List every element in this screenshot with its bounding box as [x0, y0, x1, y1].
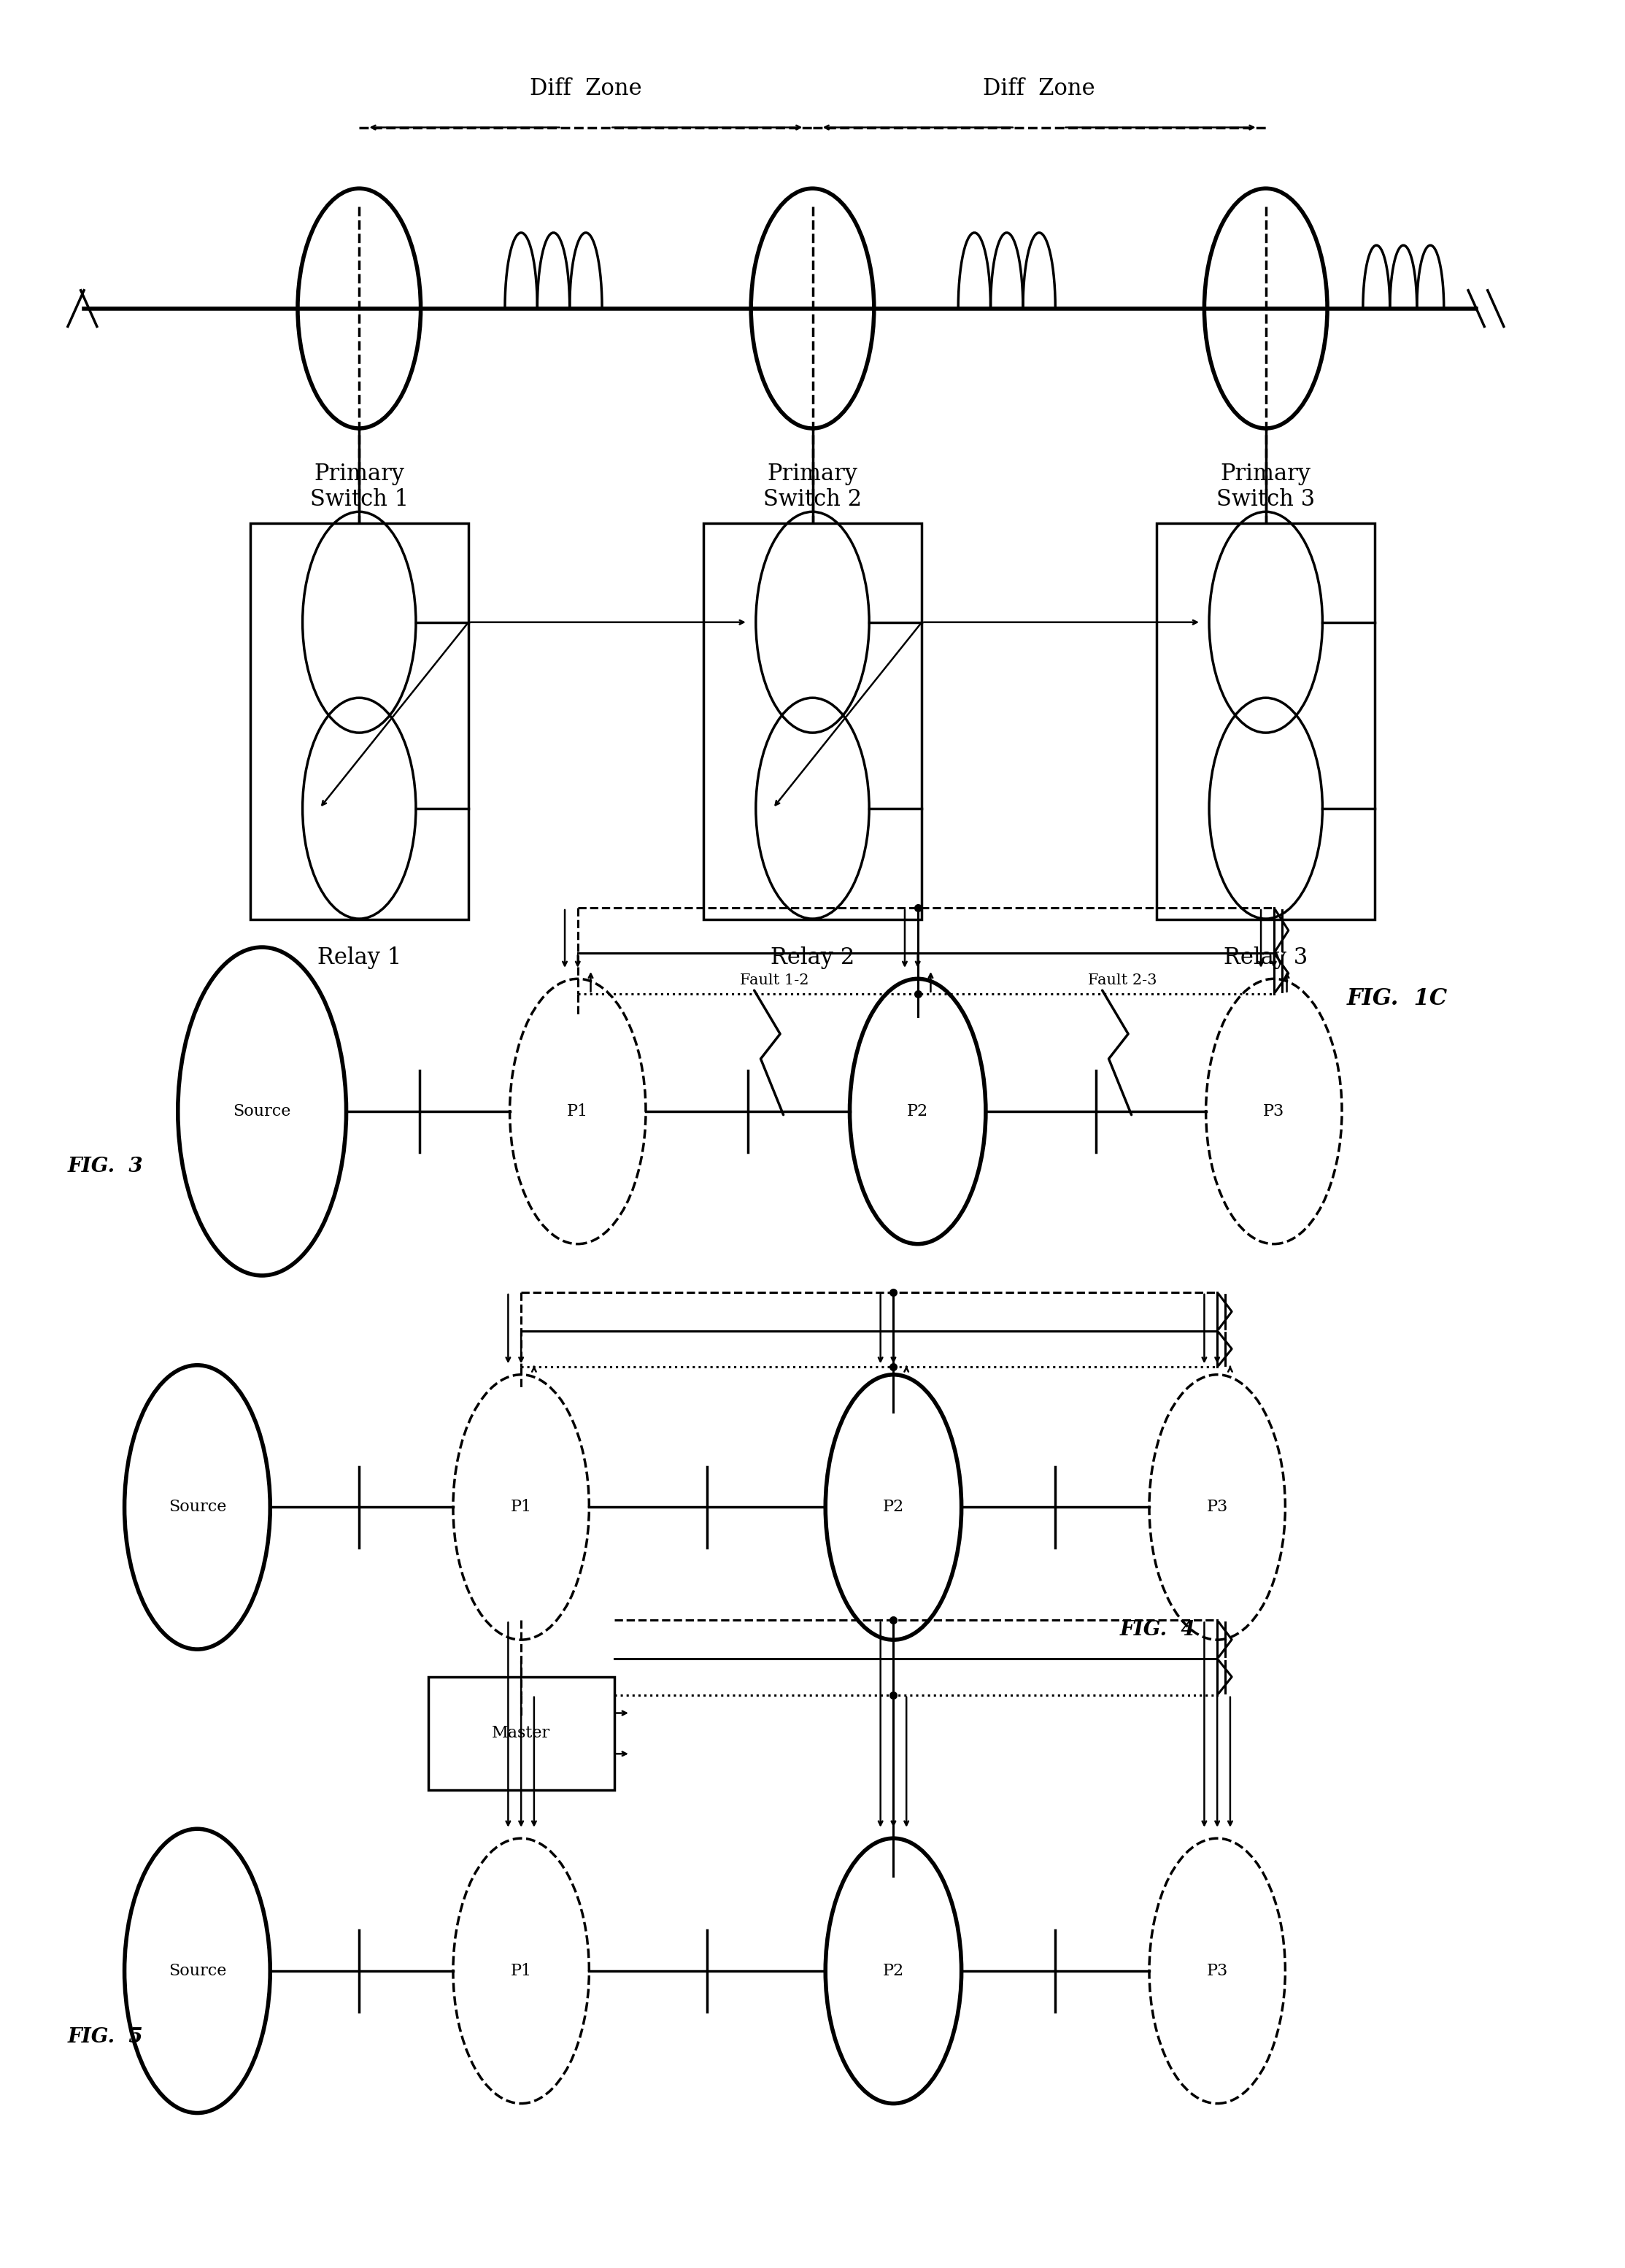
- Text: FIG.  1C: FIG. 1C: [1347, 987, 1448, 1009]
- Text: Primary
Switch 3: Primary Switch 3: [1217, 463, 1315, 510]
- Text: Primary
Switch 2: Primary Switch 2: [764, 463, 861, 510]
- Text: P1: P1: [510, 1499, 531, 1515]
- Bar: [1157, 524, 1375, 919]
- Text: Primary
Switch 1: Primary Switch 1: [310, 463, 408, 510]
- Text: FIG.  5: FIG. 5: [68, 2028, 143, 2048]
- Text: P2: P2: [882, 1499, 904, 1515]
- Text: P3: P3: [1206, 1962, 1229, 1980]
- Text: Relay 2: Relay 2: [770, 946, 855, 968]
- Text: Source: Source: [232, 1102, 291, 1120]
- Text: P2: P2: [907, 1102, 928, 1120]
- Text: P1: P1: [510, 1962, 531, 1980]
- Text: Fault 2-3: Fault 2-3: [1087, 973, 1157, 987]
- Text: Source: Source: [169, 1499, 226, 1515]
- Text: Relay 1: Relay 1: [317, 946, 401, 968]
- Text: Source: Source: [169, 1962, 226, 1980]
- Text: Diff  Zone: Diff Zone: [530, 77, 642, 100]
- Bar: [250, 524, 468, 919]
- Text: Fault 1-2: Fault 1-2: [739, 973, 809, 987]
- Text: P3: P3: [1263, 1102, 1285, 1120]
- Text: FIG.  3: FIG. 3: [68, 1157, 143, 1177]
- Text: Relay 3: Relay 3: [1224, 946, 1308, 968]
- Text: Diff  Zone: Diff Zone: [983, 77, 1095, 100]
- Text: Master: Master: [492, 1726, 551, 1742]
- Text: P2: P2: [882, 1962, 904, 1980]
- Bar: [427, 1676, 614, 1789]
- Bar: [704, 524, 921, 919]
- Text: P3: P3: [1206, 1499, 1229, 1515]
- Text: FIG.  4: FIG. 4: [1120, 1619, 1196, 1640]
- Text: P1: P1: [567, 1102, 588, 1120]
